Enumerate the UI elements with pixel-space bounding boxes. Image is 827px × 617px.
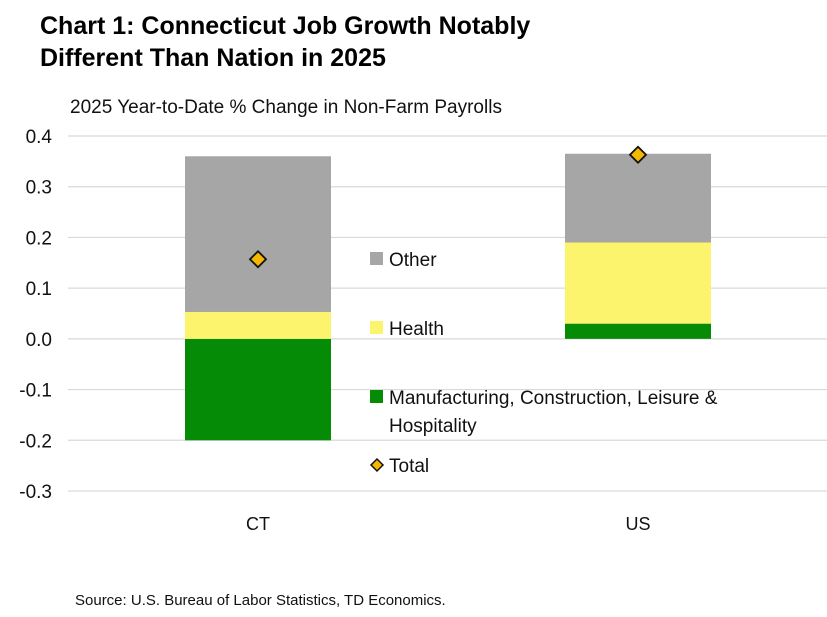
bar-ct-health xyxy=(185,311,331,339)
total-marker-us xyxy=(628,145,648,165)
source-note: Source: U.S. Bureau of Labor Statistics,… xyxy=(75,592,446,609)
bar-us-health xyxy=(565,242,711,324)
legend-swatch-health xyxy=(370,321,383,334)
chart-title: Chart 1: Connecticut Job Growth Notably … xyxy=(40,10,530,74)
x-axis-categories: CT US xyxy=(246,514,651,534)
legend-swatch-other xyxy=(370,252,383,265)
legend-swatch-total-diamond xyxy=(369,457,385,473)
gridlines xyxy=(68,135,827,492)
chart-subtitle: 2025 Year-to-Date % Change in Non-Farm P… xyxy=(70,97,502,118)
bars xyxy=(185,153,711,441)
legend-label-other: Other xyxy=(389,250,437,271)
y-axis-ticks: 0.4 0.3 0.2 0.1 0.0 -0.1 -0.2 -0.3 xyxy=(19,127,52,503)
x-category-label: US xyxy=(625,514,650,534)
bar-ct-manufacturing xyxy=(185,338,331,441)
y-tick-label: 0.0 xyxy=(26,330,52,351)
legend: Other Health Manufacturing, Construction… xyxy=(369,250,718,477)
y-tick-label: -0.1 xyxy=(19,381,52,402)
bar-ct-other xyxy=(185,156,331,312)
bar-us-manufacturing xyxy=(565,323,711,339)
total-marker-ct xyxy=(248,249,268,269)
title-line-2: Different Than Nation in 2025 xyxy=(40,44,386,72)
legend-label-manufacturing-line1: Manufacturing, Construction, Leisure & xyxy=(389,388,718,409)
x-category-label: CT xyxy=(246,514,270,534)
y-tick-label: 0.3 xyxy=(26,178,52,199)
legend-label-total: Total xyxy=(389,456,429,477)
bar-us-other xyxy=(565,153,711,243)
total-markers xyxy=(248,145,648,269)
y-tick-label: -0.3 xyxy=(19,482,52,503)
legend-swatch-manufacturing xyxy=(370,390,383,403)
y-tick-label: 0.2 xyxy=(26,228,52,249)
legend-label-health: Health xyxy=(389,319,444,340)
y-tick-label: 0.4 xyxy=(26,127,53,148)
title-line-1: Chart 1: Connecticut Job Growth Notably xyxy=(40,12,531,40)
y-tick-label: 0.1 xyxy=(26,279,52,300)
legend-label-manufacturing-line2: Hospitality xyxy=(389,416,477,437)
y-tick-label: -0.2 xyxy=(19,431,52,452)
